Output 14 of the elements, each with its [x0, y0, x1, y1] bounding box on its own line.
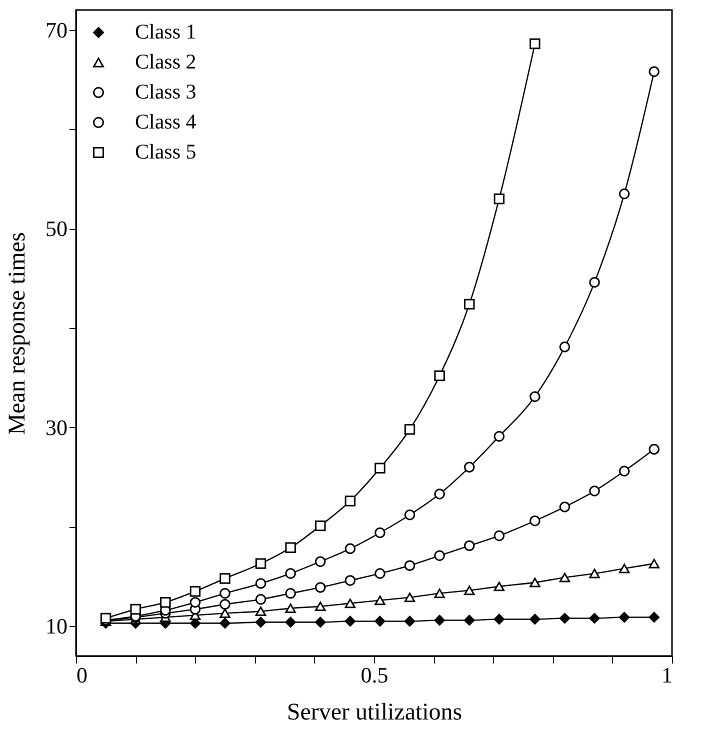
- x-tick-label: 0.5: [360, 662, 388, 688]
- legend-label: Class 5: [135, 140, 196, 164]
- x-tick-label: 0: [76, 662, 88, 688]
- legend-label: Class 4: [135, 110, 197, 134]
- legend-label: Class 2: [135, 50, 196, 74]
- y-tick-label: 50: [46, 216, 68, 242]
- y-axis-title: Mean response times: [4, 232, 30, 435]
- legend-label: Class 3: [135, 80, 196, 104]
- legend-label: Class 1: [135, 20, 196, 44]
- y-tick-label: 70: [46, 17, 68, 42]
- y-tick-label: 10: [46, 614, 68, 639]
- y-tick-label: 30: [46, 414, 68, 440]
- x-tick-label: 1: [662, 662, 672, 688]
- x-axis-title: Server utilizations: [286, 700, 462, 726]
